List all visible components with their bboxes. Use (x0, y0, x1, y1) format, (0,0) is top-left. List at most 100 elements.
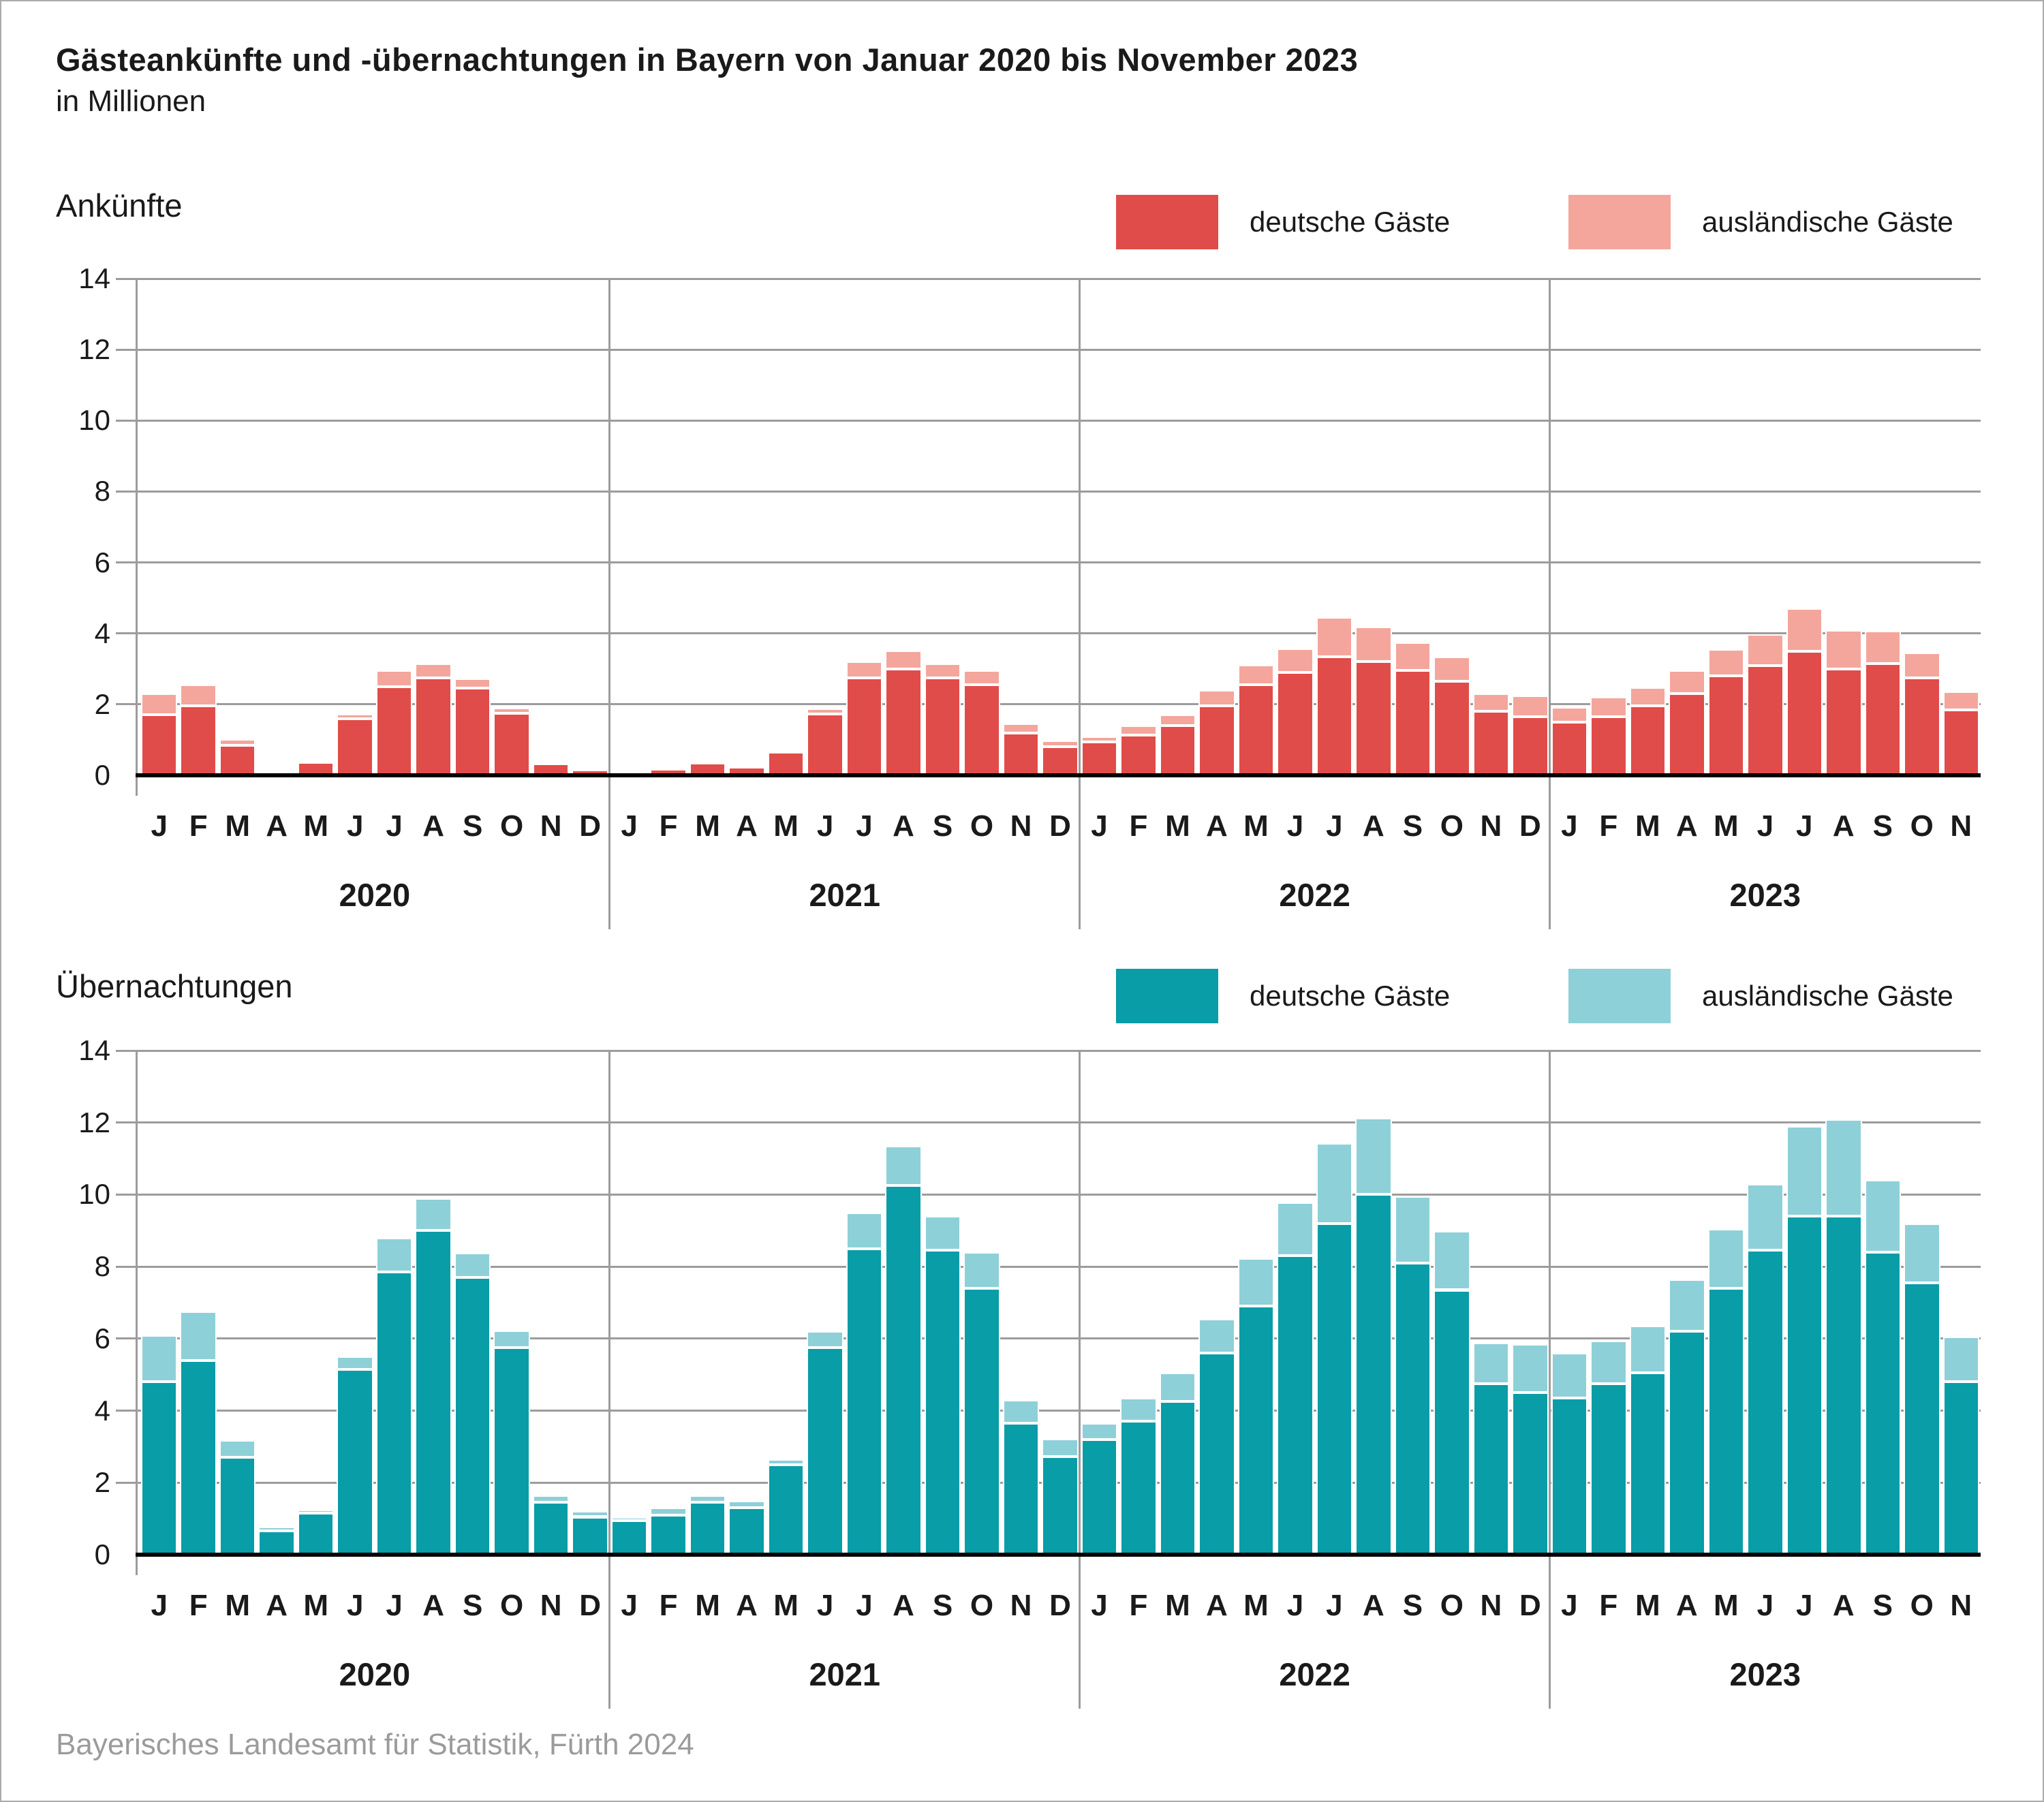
bar-segment-domestic (1629, 1373, 1667, 1555)
x-axis-year-label: 2022 (1212, 876, 1417, 914)
x-axis-month-label: J (856, 1589, 873, 1622)
x-axis-year-label: 2022 (1212, 1656, 1417, 1693)
x-axis-month-label: J (1091, 809, 1108, 843)
bar-segment-foreign (1277, 1202, 1314, 1256)
gridline-y12 (116, 348, 1981, 351)
x-axis-month-label: F (189, 1589, 208, 1622)
bar-segment-foreign (610, 770, 648, 773)
x-axis-month-label: S (1872, 1589, 1893, 1622)
bar-segment-domestic (1551, 721, 1588, 775)
gridline-y8 (116, 1265, 1981, 1268)
bar-segment-domestic (141, 1382, 178, 1555)
bar-segment-foreign (1942, 1337, 1979, 1382)
x-axis-month-label: M (773, 809, 799, 843)
bar-segment-domestic (1277, 1256, 1314, 1555)
legend-swatch-nights-foreign (1568, 969, 1671, 1023)
legend-label-arrivals-foreign: ausländische Gäste (1702, 206, 1953, 238)
x-axis-month-label: F (1599, 1589, 1618, 1622)
bar-segment-domestic (1864, 663, 1902, 775)
bar-segment-domestic (297, 1513, 335, 1555)
bar-segment-foreign (1316, 617, 1353, 657)
x-axis-month-label: O (970, 1589, 994, 1622)
bar-segment-foreign (1472, 694, 1510, 712)
bar-segment-domestic (1394, 670, 1431, 775)
x-axis-month-label: S (932, 809, 953, 843)
x-axis-month-label: J (1326, 809, 1343, 843)
x-axis-month-label: F (1599, 809, 1618, 843)
y-axis-tick-label: 10 (78, 404, 110, 437)
x-axis-month-label: J (346, 809, 364, 843)
bar-segment-domestic (1081, 1439, 1118, 1555)
x-axis-month-label: S (1402, 1589, 1423, 1622)
bar-segment-foreign (1904, 1224, 1940, 1283)
bar-segment-domestic (572, 1517, 608, 1555)
gridline-y10 (116, 1193, 1981, 1196)
x-axis-month-label: J (621, 809, 638, 843)
bar-segment-foreign (1159, 715, 1196, 726)
year-separator (1079, 1051, 1081, 1709)
x-axis-month-label: N (1010, 1589, 1032, 1622)
x-axis-year-label: 2023 (1662, 1656, 1868, 1693)
bar-segment-domestic (375, 1272, 413, 1555)
x-axis-month-label: J (151, 809, 168, 843)
bar-segment-domestic (1707, 676, 1745, 775)
bar-segment-domestic (1159, 1401, 1196, 1555)
y-axis-line (136, 279, 138, 796)
gridline-y4 (116, 632, 1981, 635)
bar-segment-foreign (415, 1198, 452, 1231)
bar-segment-domestic (1669, 694, 1705, 775)
x-axis-month-label: J (1286, 809, 1304, 843)
y-axis-tick-label: 4 (94, 1394, 110, 1427)
bar-segment-domestic (1316, 1223, 1353, 1555)
x-axis-month-label: M (1713, 1589, 1739, 1622)
x-axis-month-label: A (1206, 809, 1228, 843)
gridline-y8 (116, 490, 1981, 493)
x-axis-month-label: A (893, 1589, 914, 1622)
bar-segment-domestic (454, 688, 491, 775)
bar-segment-domestic (219, 745, 256, 775)
bar-segment-foreign (219, 1440, 256, 1458)
bar-segment-foreign (141, 694, 178, 715)
bar-segment-domestic (1042, 747, 1079, 775)
bar-segment-foreign (1159, 1373, 1196, 1402)
year-separator (1549, 279, 1551, 929)
x-axis-month-label: J (1561, 809, 1578, 843)
bar-segment-foreign (885, 1146, 922, 1186)
bar-segment-domestic (141, 715, 178, 775)
bar-segment-domestic (180, 706, 217, 775)
x-axis-month-label: N (540, 1589, 562, 1622)
bar-segment-domestic (1120, 735, 1157, 775)
x-axis-month-label: O (1440, 1589, 1464, 1622)
x-axis-month-label: J (1796, 1589, 1813, 1622)
bar-segment-foreign (1394, 642, 1431, 671)
x-axis-month-label: A (1363, 1589, 1384, 1622)
bar-segment-domestic (1198, 1353, 1235, 1555)
bar-segment-domestic (493, 1348, 530, 1555)
x-axis-month-label: O (970, 809, 994, 843)
bar-segment-foreign (1277, 649, 1314, 672)
bar-segment-foreign (415, 663, 452, 678)
legend-label-arrivals-domestic: deutsche Gäste (1250, 206, 1451, 238)
bar-segment-domestic (1669, 1331, 1705, 1555)
y-axis-tick-label: 8 (94, 1250, 110, 1283)
x-axis-month-label: A (422, 809, 445, 843)
bar-segment-foreign (375, 670, 413, 687)
x-axis-month-label: A (1206, 1589, 1228, 1622)
bar-segment-domestic (415, 1230, 452, 1555)
x-axis-month-label: M (225, 1589, 251, 1622)
x-axis-month-label: M (1165, 809, 1190, 843)
x-axis-year-label: 2023 (1662, 876, 1868, 914)
bar-segment-domestic (493, 713, 530, 775)
bar-segment-domestic (885, 668, 922, 775)
bar-segment-domestic (963, 1288, 1000, 1555)
x-axis-year-label: 2021 (742, 876, 947, 914)
bar-segment-domestic (1159, 726, 1196, 775)
x-axis-month-label: J (816, 1589, 834, 1622)
bar-segment-domestic (1786, 651, 1823, 775)
y-axis-tick-label: 8 (94, 475, 110, 508)
x-axis-month-label: J (856, 809, 873, 843)
x-axis-month-label: M (225, 809, 251, 843)
bar-segment-domestic (1512, 1393, 1549, 1555)
